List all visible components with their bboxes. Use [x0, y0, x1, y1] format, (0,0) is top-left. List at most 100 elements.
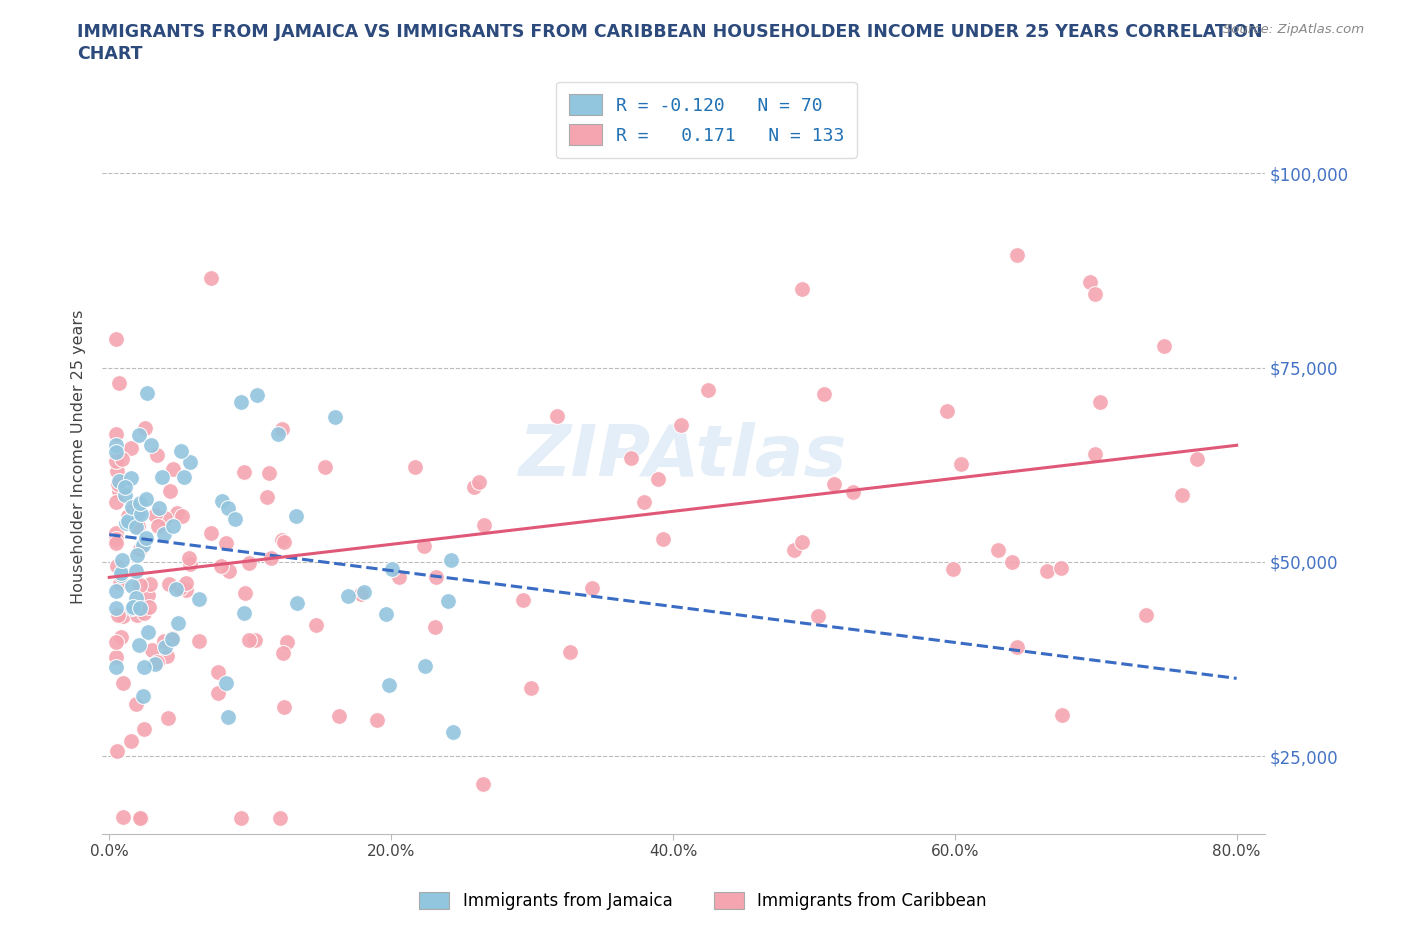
- Point: [1135, 607, 1157, 622]
- Point: [153, 511, 176, 525]
- Point: [512, 592, 534, 607]
- Point: [437, 594, 460, 609]
- Point: [121, 601, 143, 616]
- Point: [423, 619, 446, 634]
- Point: [285, 509, 308, 524]
- Point: [472, 517, 495, 532]
- Point: [127, 519, 149, 534]
- Point: [1007, 640, 1029, 655]
- Point: [471, 777, 494, 791]
- Point: [546, 408, 568, 423]
- Point: [148, 518, 170, 533]
- Point: [166, 616, 188, 631]
- Point: [129, 811, 152, 826]
- Point: [273, 535, 295, 550]
- Point: [105, 744, 128, 759]
- Point: [270, 532, 292, 547]
- Point: [1084, 286, 1107, 301]
- Point: [215, 536, 238, 551]
- Point: [141, 643, 163, 658]
- Point: [273, 700, 295, 715]
- Point: [207, 685, 229, 700]
- Point: [136, 588, 159, 603]
- Point: [159, 484, 181, 498]
- Point: [111, 809, 134, 824]
- Point: [162, 519, 184, 534]
- Point: [114, 479, 136, 494]
- Point: [105, 438, 128, 453]
- Point: [107, 607, 129, 622]
- Point: [256, 489, 278, 504]
- Text: CHART: CHART: [77, 45, 143, 62]
- Point: [120, 734, 142, 749]
- Point: [128, 428, 150, 443]
- Point: [121, 578, 143, 593]
- Point: [188, 591, 211, 606]
- Point: [425, 569, 447, 584]
- Point: [127, 505, 149, 520]
- Point: [233, 605, 256, 620]
- Point: [129, 578, 152, 593]
- Point: [157, 577, 180, 591]
- Point: [129, 541, 152, 556]
- Point: [1050, 561, 1073, 576]
- Point: [942, 562, 965, 577]
- Point: [366, 712, 388, 727]
- Point: [328, 708, 350, 723]
- Point: [121, 503, 143, 518]
- Point: [135, 491, 157, 506]
- Point: [107, 476, 129, 491]
- Point: [1007, 248, 1029, 263]
- Point: [217, 500, 239, 515]
- Point: [243, 633, 266, 648]
- Point: [215, 675, 238, 690]
- Point: [138, 624, 160, 639]
- Point: [842, 485, 865, 499]
- Point: [218, 564, 240, 578]
- Point: [387, 569, 409, 584]
- Point: [520, 680, 543, 695]
- Point: [132, 605, 155, 620]
- Point: [238, 555, 260, 570]
- Point: [231, 394, 253, 409]
- Point: [131, 538, 153, 552]
- Point: [111, 676, 134, 691]
- Point: [107, 483, 129, 498]
- Point: [115, 516, 138, 531]
- Point: [381, 562, 404, 577]
- Point: [413, 538, 436, 553]
- Text: ZIPAtlas: ZIPAtlas: [519, 422, 848, 491]
- Point: [135, 531, 157, 546]
- Point: [209, 558, 232, 573]
- Point: [323, 409, 346, 424]
- Point: [987, 542, 1010, 557]
- Point: [235, 585, 257, 600]
- Point: [110, 630, 132, 644]
- Point: [105, 601, 128, 616]
- Point: [633, 495, 655, 510]
- Point: [105, 426, 128, 441]
- Point: [105, 463, 128, 478]
- Point: [1001, 554, 1024, 569]
- Point: [129, 507, 152, 522]
- Point: [160, 631, 183, 646]
- Point: [1153, 339, 1175, 353]
- Point: [125, 591, 148, 605]
- Point: [105, 445, 128, 459]
- Point: [1090, 394, 1112, 409]
- Point: [179, 556, 201, 571]
- Legend: R = -0.120   N = 70, R =   0.171   N = 133: R = -0.120 N = 70, R = 0.171 N = 133: [557, 82, 858, 157]
- Point: [105, 531, 128, 546]
- Point: [200, 526, 222, 541]
- Point: [156, 649, 179, 664]
- Point: [153, 633, 176, 648]
- Point: [1084, 446, 1107, 461]
- Point: [211, 493, 233, 508]
- Point: [108, 474, 131, 489]
- Point: [110, 565, 132, 580]
- Point: [179, 551, 201, 565]
- Point: [187, 633, 209, 648]
- Text: IMMIGRANTS FROM JAMAICA VS IMMIGRANTS FROM CARIBBEAN HOUSEHOLDER INCOME UNDER 25: IMMIGRANTS FROM JAMAICA VS IMMIGRANTS FR…: [77, 23, 1263, 41]
- Point: [136, 386, 159, 401]
- Point: [246, 387, 269, 402]
